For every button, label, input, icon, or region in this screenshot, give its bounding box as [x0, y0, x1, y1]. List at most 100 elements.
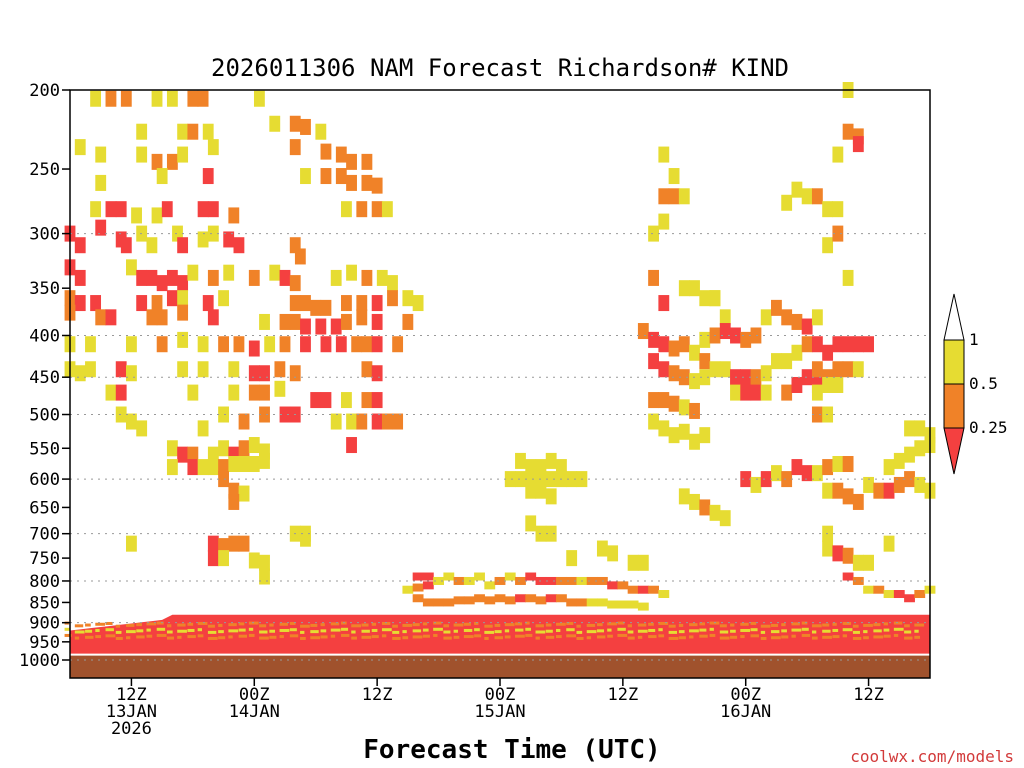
x-tick-label: 12Z — [607, 685, 638, 705]
band-stripe — [115, 624, 121, 628]
ri-cell — [453, 576, 465, 585]
band-stripe — [699, 628, 707, 632]
ri-cell — [274, 380, 286, 397]
band-stripe — [259, 636, 269, 640]
ri-cell — [269, 115, 281, 132]
band-stripe — [228, 635, 233, 639]
ri-cell — [228, 361, 240, 378]
ri-cell — [187, 264, 199, 281]
band-stripe — [115, 630, 122, 634]
ri-cell — [238, 535, 250, 552]
ri-cell — [781, 384, 793, 401]
band-stripe — [279, 622, 288, 626]
band-stripe — [95, 628, 100, 632]
y-axis: 200 250 300 350 400 450 500 550 600 650 700 750 8008… — [19, 81, 70, 671]
ri-cell — [443, 598, 455, 607]
band-stripe — [515, 622, 523, 626]
ri-cell — [172, 225, 183, 242]
band-stripe — [207, 636, 218, 640]
ri-cell — [678, 423, 690, 440]
band-stripe — [556, 628, 561, 632]
ri-cell — [914, 420, 926, 437]
ri-cell — [294, 248, 306, 265]
ri-cell — [617, 581, 629, 590]
ri-cell — [811, 384, 823, 401]
ri-cell — [535, 482, 547, 499]
x-tick-label: 12Z — [362, 685, 393, 705]
ri-cell — [166, 153, 178, 170]
ri-cell — [177, 446, 189, 463]
band-stripe — [504, 629, 510, 633]
ri-cell — [115, 384, 127, 401]
band-stripe — [85, 629, 93, 633]
band-stripe — [494, 636, 503, 640]
ri-cell — [556, 459, 567, 476]
ri-cell — [863, 554, 874, 571]
ri-cell — [371, 365, 383, 382]
ri-cell — [289, 275, 301, 292]
band-stripe — [566, 634, 577, 638]
ri-cell — [709, 361, 721, 378]
ri-cell — [822, 237, 834, 254]
ri-cell — [740, 384, 752, 401]
ri-cell — [811, 361, 823, 378]
ri-cell — [699, 499, 711, 516]
band-stripe — [811, 624, 822, 628]
y-tick-label: 500 — [29, 406, 60, 426]
band-stripe — [166, 630, 173, 634]
ri-cell — [545, 452, 557, 469]
ri-cell — [74, 365, 86, 382]
band-stripe — [279, 635, 284, 639]
band-stripe — [832, 628, 839, 632]
ri-cell — [177, 237, 189, 254]
ri-cell — [658, 295, 670, 312]
ri-cell — [791, 313, 803, 330]
ri-cell — [842, 572, 854, 581]
ri-cell — [228, 446, 240, 463]
band-stripe — [187, 628, 195, 632]
ri-cell — [238, 485, 250, 502]
ri-cell — [914, 590, 926, 599]
ri-cell — [719, 510, 731, 527]
ri-cell — [566, 598, 578, 607]
ri-cell — [781, 471, 793, 488]
band-stripe — [535, 636, 540, 640]
band-stripe — [484, 636, 489, 640]
ri-cell — [566, 550, 578, 567]
ri-cell — [218, 406, 229, 423]
ri-cell — [412, 583, 424, 592]
ri-cell — [151, 207, 163, 224]
band-stripe — [576, 630, 583, 634]
ri-cell — [863, 476, 874, 493]
band-stripe — [648, 635, 657, 639]
ri-cell — [387, 290, 398, 307]
ri-cell — [689, 344, 700, 361]
band-stripe — [904, 630, 912, 634]
band-stripe — [289, 621, 296, 625]
band-stripe — [627, 630, 634, 634]
band-stripe — [197, 634, 204, 638]
ri-cell — [346, 264, 357, 281]
y-tick-label: 200 — [29, 81, 60, 101]
band-stripe — [873, 629, 882, 633]
band-stripe — [914, 635, 921, 639]
ri-cell — [361, 269, 373, 286]
ri-cell — [136, 269, 148, 286]
ri-cell — [801, 465, 813, 482]
ri-cell — [678, 188, 690, 205]
band-stripe — [678, 630, 685, 634]
band-stripe — [64, 633, 72, 637]
band-stripe — [300, 636, 306, 640]
x-tick-label: 15JAN — [474, 702, 525, 722]
band-stripe — [658, 621, 669, 625]
band-stripe — [730, 629, 736, 633]
ri-cell — [207, 225, 219, 242]
ri-cell — [811, 309, 823, 326]
ri-cell — [760, 471, 772, 488]
band-stripe — [207, 630, 217, 634]
ri-cell — [151, 90, 163, 107]
ri-cell — [105, 384, 117, 401]
band-stripe — [842, 634, 848, 638]
ri-cell — [822, 376, 834, 393]
band-stripe — [156, 633, 167, 637]
